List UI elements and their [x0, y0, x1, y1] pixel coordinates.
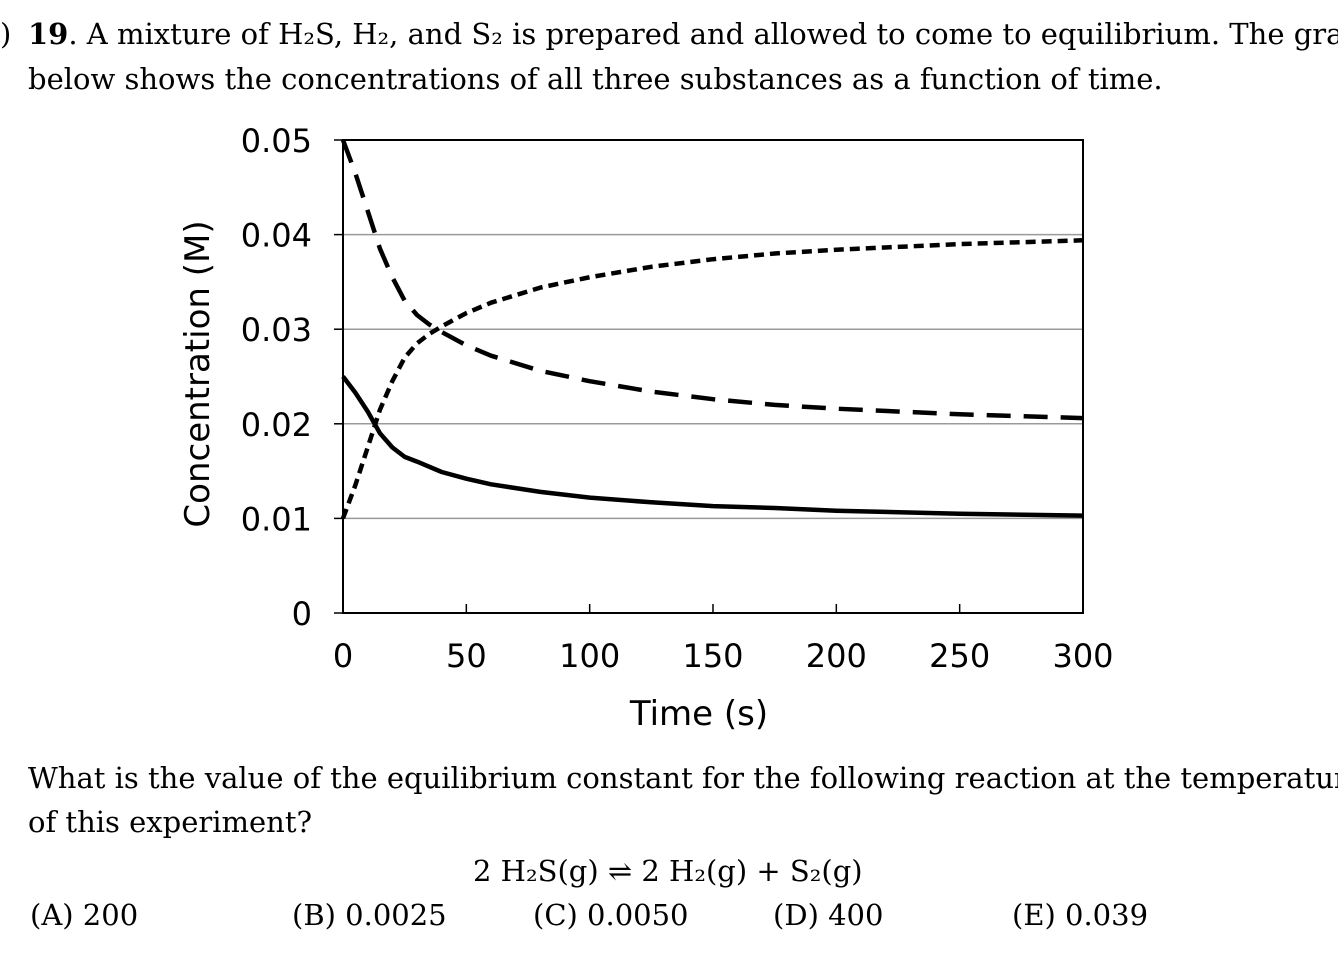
- plot-frame: [342, 139, 1084, 614]
- prompt-line-2: of this experiment?: [28, 805, 313, 839]
- series-line-short-dash: [340, 238, 1084, 520]
- y-tick-label: 0.01: [241, 500, 312, 538]
- series-line-long-dash: [340, 139, 1084, 421]
- y-tick-label: 0.03: [241, 311, 312, 349]
- y-tick-label: 0.04: [241, 217, 312, 255]
- gridlines: [343, 233, 1083, 520]
- question-line-1: 19. A mixture of H₂S, H₂, and S₂ is prep…: [28, 12, 1338, 56]
- tick-labels: 0 0.01 0.02 0.03 0.04 0.05 0 50 100 150 200 250 300: [241, 122, 1114, 675]
- x-tick-label: 250: [929, 637, 990, 675]
- question-text-1: . A mixture of H₂S, H₂, and S₂ is prepar…: [68, 17, 1338, 51]
- reaction-equation: 2 H₂S(g) ⇌ 2 H₂(g) + S₂(g): [473, 854, 863, 888]
- left-margin-paren: ): [0, 17, 12, 51]
- x-tick-label: 300: [1052, 637, 1113, 675]
- choice-c[interactable]: (C) 0.0050: [533, 898, 689, 932]
- x-tick-label: 150: [682, 637, 743, 675]
- question-number: 19: [28, 17, 69, 51]
- series-line-solid: [341, 375, 1084, 518]
- y-tick-label: 0.02: [241, 406, 312, 444]
- choice-a[interactable]: (A) 200: [30, 898, 139, 932]
- choice-d[interactable]: (D) 400: [773, 898, 884, 932]
- prompt-line-1: What is the value of the equilibrium con…: [28, 761, 1338, 795]
- y-tick-label: 0.05: [241, 122, 312, 160]
- question-line-2: below shows the concentrations of all th…: [28, 62, 1163, 96]
- x-tick-label: 0: [333, 637, 353, 675]
- choice-b[interactable]: (B) 0.0025: [292, 898, 447, 932]
- axes: [334, 139, 1084, 614]
- x-tick-label: 200: [806, 637, 867, 675]
- x-axis-label: Time (s): [629, 694, 768, 734]
- series-lines: [340, 139, 1084, 520]
- x-tick-label: 50: [446, 637, 487, 675]
- y-tick-label: 0: [292, 595, 312, 633]
- x-tick-label: 100: [559, 637, 620, 675]
- y-axis-label: Concentration (M): [178, 220, 218, 527]
- choice-e[interactable]: (E) 0.039: [1012, 898, 1149, 932]
